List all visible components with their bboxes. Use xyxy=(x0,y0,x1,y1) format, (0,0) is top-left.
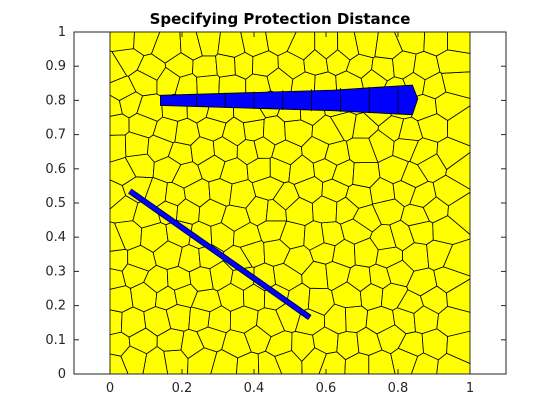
mesh-cell xyxy=(217,31,246,58)
protection-band xyxy=(159,84,419,116)
mesh-cell xyxy=(109,31,135,52)
x-tick-label: 0 xyxy=(106,381,114,396)
constraint-line xyxy=(128,189,311,320)
y-tick-label: 0.5 xyxy=(45,196,66,211)
y-tick-label: 0.4 xyxy=(45,230,66,245)
x-tick-label: 0.8 xyxy=(388,381,409,396)
y-tick-label: 1 xyxy=(58,25,66,40)
y-tick-label: 0.2 xyxy=(45,299,66,314)
y-tick-label: 0.8 xyxy=(45,93,66,108)
mesh-cell xyxy=(109,134,127,163)
mesh-cell xyxy=(447,31,471,54)
mesh-cell xyxy=(109,285,134,313)
y-tick-label: 0.3 xyxy=(45,264,66,279)
features xyxy=(128,84,419,321)
x-tick-label: 0.6 xyxy=(316,381,337,396)
x-tick-label: 0.2 xyxy=(172,381,193,396)
y-tick-label: 0.9 xyxy=(45,59,66,74)
mesh xyxy=(109,31,471,375)
mesh-cell xyxy=(109,309,123,336)
y-axis: 0 0.1 0.2 0.3 0.4 0.5 0.6 0.7 0.8 0.9 1 xyxy=(45,25,506,382)
y-tick-label: 0.1 xyxy=(45,333,66,348)
y-tick-label: 0 xyxy=(58,367,66,382)
x-axis: 0 0.2 0.4 0.6 0.8 1 xyxy=(106,32,474,396)
x-tick-label: 0.4 xyxy=(244,381,265,396)
mesh-cell xyxy=(109,113,130,136)
x-tick-label: 1 xyxy=(466,381,474,396)
chart-title: Specifying Protection Distance xyxy=(150,10,411,28)
y-tick-label: 0.6 xyxy=(45,162,66,177)
mesh-cell xyxy=(344,305,369,333)
y-tick-label: 0.7 xyxy=(45,128,66,143)
mesh-cell xyxy=(215,53,236,78)
mesh-cell xyxy=(109,248,129,272)
